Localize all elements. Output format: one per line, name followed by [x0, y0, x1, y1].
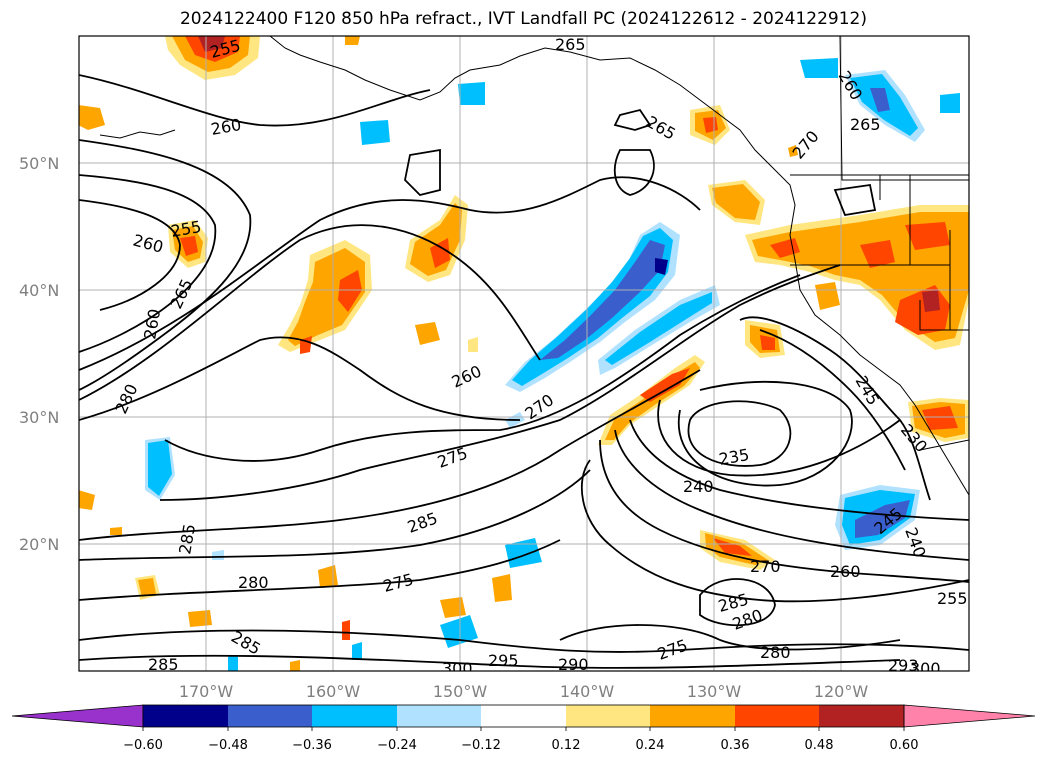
colorbar-tick-label: −0.60 [123, 738, 163, 753]
colorbar-bin [650, 705, 735, 727]
lat-label: 20°N [19, 535, 59, 554]
map-panel: 255 260 265 255 260 265 260 280 260 270 … [79, 35, 969, 678]
colorbar-bin [735, 705, 819, 727]
colorbar-extend-max [903, 704, 1036, 728]
contour-label: 260 [830, 562, 861, 581]
lat-label: 40°N [19, 281, 59, 300]
contour-label: 240 [683, 477, 714, 496]
contour-label: 293 [888, 656, 919, 675]
colorbar-tick-label: −0.48 [208, 738, 248, 753]
contour-label: 280 [760, 643, 791, 662]
lon-label: 120°W [814, 682, 869, 701]
latitude-labels: 50°N 40°N 30°N 20°N [19, 154, 59, 554]
lon-label: 130°W [687, 682, 742, 701]
colorbar-tick-label: −0.12 [461, 738, 501, 753]
contour-label: 255 [937, 589, 968, 608]
lon-label: 140°W [560, 682, 615, 701]
longitude-labels: 170°W 160°W 150°W 140°W 130°W 120°W [179, 682, 869, 701]
colorbar-tick-label: 0.24 [636, 738, 665, 753]
contour-label: 285 [148, 655, 179, 674]
colorbar-tick-label: 0.48 [805, 738, 834, 753]
lon-label: 170°W [179, 682, 234, 701]
lon-label: 160°W [306, 682, 361, 701]
contour-label: 270 [750, 557, 781, 576]
colorbar-tick-label: 0.36 [721, 738, 750, 753]
lon-label: 150°W [433, 682, 488, 701]
colorbar-bin [397, 705, 481, 727]
map-frame [78, 35, 970, 672]
colorbar-tick-label: 0.60 [890, 738, 919, 753]
colorbar-tick-label: −0.24 [377, 738, 417, 753]
colorbar-bin [481, 705, 566, 727]
colorbar-bin [312, 705, 397, 727]
map-title: 2024122400 F120 850 hPa refract., IVT La… [179, 9, 867, 29]
lat-label: 30°N [19, 408, 59, 427]
coastlines [99, 36, 969, 496]
positive-anomaly-shading [79, 36, 969, 671]
contour-label: 290 [558, 655, 589, 674]
contour-label: 265 [850, 115, 881, 134]
colorbar-tick-label: −0.36 [292, 738, 332, 753]
colorbar-bin [566, 705, 650, 727]
refractivity-contours [79, 74, 969, 669]
lat-label: 50°N [19, 154, 59, 173]
contour-label: 300 [910, 659, 941, 678]
contour-label: 265 [555, 35, 586, 54]
colorbar-bin [228, 705, 312, 727]
colorbar-bin [143, 705, 228, 727]
contour-label: 300 [442, 659, 473, 678]
contour-label: 280 [238, 573, 269, 592]
contour-label: 295 [488, 651, 519, 670]
colorbar-extend-min [11, 704, 144, 728]
colorbar: −0.60 −0.48 −0.36 −0.24 −0.12 0.12 0.24 … [11, 704, 1036, 753]
colorbar-tick-label: 0.12 [552, 738, 581, 753]
colorbar-bin [819, 705, 904, 727]
